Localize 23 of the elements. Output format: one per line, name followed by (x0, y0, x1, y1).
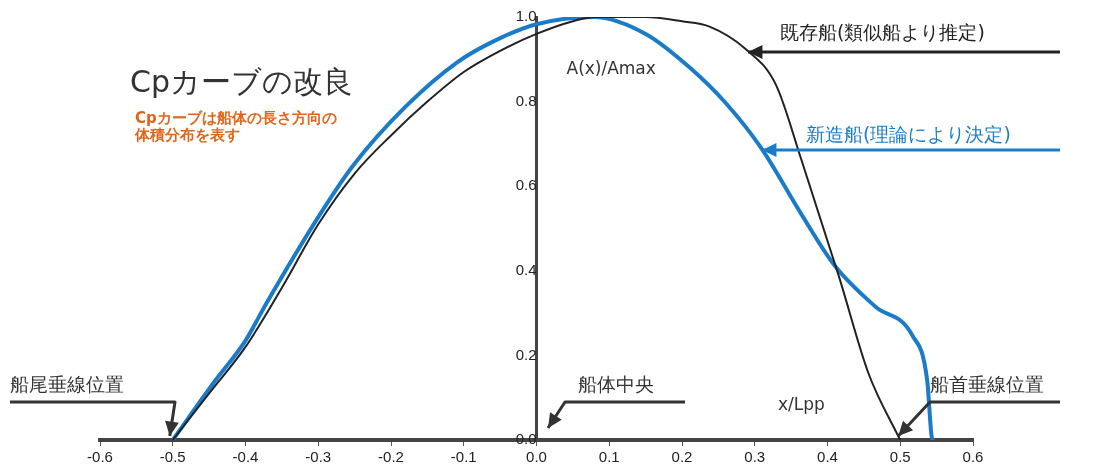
text: 新造船(理論により決定) (806, 122, 1011, 147)
x-tick-label: -0.5 (159, 448, 186, 466)
annotation: 船体中央 (578, 372, 654, 397)
y-axis-title: A(x)/Amax (566, 57, 656, 78)
series-label: 既存船(類似船より推定) (780, 20, 985, 45)
x-tick-label: 0.4 (817, 448, 838, 466)
x-tick-label: 0.6 (962, 448, 984, 466)
x-tick-label: -0.3 (305, 448, 332, 466)
x-tick-label: 0.0 (526, 448, 547, 466)
x-tick-label: 0.5 (889, 448, 911, 466)
y-tick-label: 1.0 (515, 7, 537, 25)
x-tick-label: -0.6 (87, 448, 113, 466)
x-tick-label: 0.2 (671, 448, 693, 466)
text: Cpカーブは船体の長さ方向の体積分布を表す (135, 109, 338, 144)
x-tick-label: 0.1 (598, 448, 620, 466)
x-tick-label: 0.3 (744, 448, 766, 466)
x-tick-label: -0.4 (232, 448, 259, 466)
annotation: 船尾垂線位置 (10, 372, 124, 397)
x-axis-title: x/Lpp (778, 394, 825, 414)
text: Cpカーブの改良 (130, 63, 353, 101)
x-tick-label: -0.1 (450, 448, 477, 466)
annotation: 船首垂線位置 (930, 372, 1044, 397)
x-tick-label: -0.2 (378, 448, 404, 466)
